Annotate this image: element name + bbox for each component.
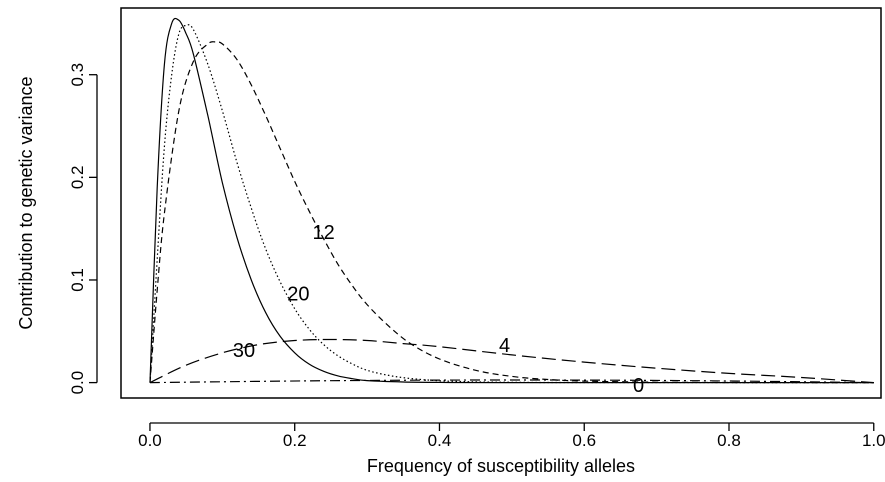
series-line-12 <box>149 41 874 384</box>
x-tick-label: 0.6 <box>572 431 596 450</box>
x-tick-label: 1.0 <box>862 431 885 450</box>
y-axis-title: Contribution to genetic variance <box>16 76 36 329</box>
curve-label-12: 12 <box>313 222 335 244</box>
y-tick-label: 0.1 <box>68 268 87 292</box>
x-axis: 0.0 0.2 0.4 0.6 0.8 1.0 <box>138 422 885 450</box>
y-tick-label: 0.3 <box>68 63 87 87</box>
series-line-30 <box>149 17 874 384</box>
y-tick-label: 0.0 <box>68 371 87 395</box>
y-axis: 0.0 0.1 0.2 0.3 <box>68 63 98 395</box>
series-line-4 <box>149 338 874 384</box>
x-tick-label: 0.8 <box>717 431 741 450</box>
curve-label-layer: 30 20 12 4 0 <box>233 222 644 397</box>
y-tick-label: 0.2 <box>68 166 87 190</box>
series-layer <box>149 17 874 384</box>
x-tick-label: 0.2 <box>283 431 307 450</box>
x-tick-label: 0.4 <box>428 431 452 450</box>
x-axis-title: Frequency of susceptibility alleles <box>367 456 635 476</box>
series-line-20 <box>149 24 874 384</box>
x-tick-label: 0.0 <box>138 431 162 450</box>
plot-frame <box>120 7 882 399</box>
curve-label-30: 30 <box>233 340 255 362</box>
curve-label-20: 20 <box>287 284 309 306</box>
curve-label-0: 0 <box>633 375 644 397</box>
series-line-0 <box>149 379 874 384</box>
curve-label-4: 4 <box>499 335 510 357</box>
